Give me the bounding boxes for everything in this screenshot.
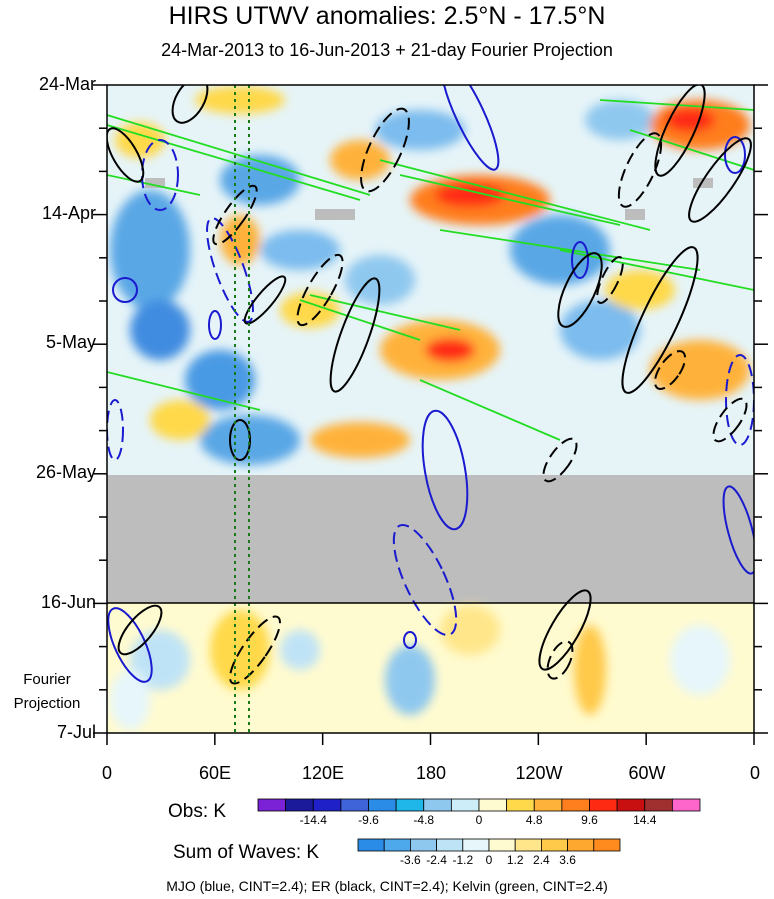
colorbar-tick-label: 9.6 (581, 813, 598, 827)
chart-subtitle: 24-Mar-2013 to 16-Jun-2013 + 21-day Four… (161, 40, 613, 60)
colorbar-tick-label: 0 (475, 813, 483, 827)
colorbar-swatch (340, 798, 369, 812)
colorbar-swatch (423, 798, 452, 812)
x-tick-label: 120W (515, 763, 563, 783)
colorbar-swatch (616, 798, 646, 812)
colorbar-swatch (488, 838, 516, 852)
colorbar-swatch (506, 798, 535, 812)
colorbar-tick-label: -3.6 (400, 853, 421, 867)
colorbar-swatch (589, 798, 618, 812)
colorbar-swatch (478, 798, 508, 812)
colorbar-swatch (368, 798, 397, 812)
y-tick-label: 5-May (45, 332, 96, 352)
projection-label: Fourier Projection (13, 671, 81, 712)
y-axis-ticks (93, 84, 768, 734)
x-tick-label: 0 (101, 763, 112, 783)
x-axis-ticks (106, 733, 755, 745)
colorbar-tick-label: -2.4 (426, 853, 447, 867)
colorbar-swatch (541, 838, 569, 852)
colorbar-swatch (567, 838, 595, 852)
colorbar-tick-label: 4.8 (525, 813, 543, 827)
obs-legend-label: Obs: K (168, 801, 227, 822)
y-tick-label: 16-Jun (40, 592, 96, 612)
colorbar-swatch (671, 798, 701, 812)
y-tick-label: 7-Jul (56, 722, 96, 742)
colorbar-tick-label: 2.4 (533, 853, 550, 867)
x-tick-label: 180 (415, 763, 447, 783)
colorbar-swatch (312, 798, 342, 812)
colorbar-tick-label: -14.4 (299, 813, 327, 827)
colorbar-swatch (285, 798, 314, 812)
colorbar-tick-label: 1.2 (506, 853, 524, 867)
waves-colorbar (357, 838, 621, 852)
colorbar-tick-label: 14.4 (633, 813, 657, 827)
colorbar-tick-label: 0 (485, 853, 493, 867)
x-tick-label: 60E (198, 763, 232, 783)
colorbar-swatch (257, 798, 287, 812)
footer-note: MJO (blue, CINT=2.4); ER (black, CINT=2.… (166, 878, 608, 894)
colorbar-tick-label: -1.2 (452, 853, 474, 867)
colorbar-swatch (533, 798, 563, 812)
x-tick-label: 0 (749, 763, 760, 783)
reference-lines (234, 85, 250, 733)
projection-field (107, 603, 754, 733)
colorbar-swatch (593, 838, 621, 852)
colorbar-swatch (462, 838, 490, 852)
colorbar-swatch (357, 838, 385, 852)
colorbar-swatch (514, 838, 542, 852)
colorbar-swatch (395, 798, 425, 812)
colorbar-swatch (561, 798, 590, 812)
x-tick-label: 60W (628, 763, 666, 783)
colorbar-tick-label: -9.6 (358, 813, 379, 827)
obs-field (107, 85, 754, 475)
obs-colorbar (257, 798, 701, 812)
colorbar-swatch (409, 838, 437, 852)
colorbar-tick-label: 3.6 (559, 853, 576, 867)
x-tick-label: 120E (301, 763, 345, 783)
colorbar-swatch (383, 838, 411, 852)
chart-title: HIRS UTWV anomalies: 2.5°N - 17.5°N (168, 2, 606, 30)
wave-contours (107, 85, 754, 685)
colorbar-swatch (450, 798, 480, 812)
y-tick-label: 26-May (35, 462, 96, 482)
waves-legend-label: Sum of Waves: K (173, 842, 320, 863)
y-tick-label: 24-Mar (38, 74, 96, 94)
colorbar-swatch (436, 838, 464, 852)
y-tick-label: 14-Apr (41, 203, 96, 223)
colorbar-tick-label: -4.8 (413, 813, 435, 827)
colorbar-swatch (644, 798, 673, 812)
